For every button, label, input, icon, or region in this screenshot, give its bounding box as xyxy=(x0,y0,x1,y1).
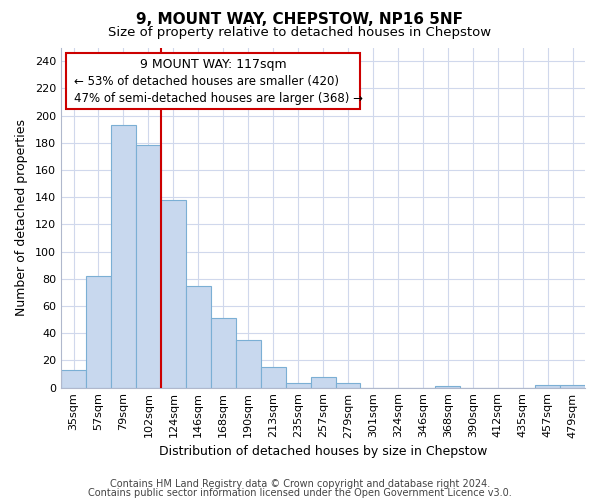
Text: ← 53% of detached houses are smaller (420): ← 53% of detached houses are smaller (42… xyxy=(74,74,339,88)
Bar xyxy=(560,385,585,388)
Bar xyxy=(236,340,260,388)
Bar xyxy=(61,370,86,388)
X-axis label: Distribution of detached houses by size in Chepstow: Distribution of detached houses by size … xyxy=(159,444,487,458)
Bar xyxy=(86,276,111,388)
Text: 47% of semi-detached houses are larger (368) →: 47% of semi-detached houses are larger (… xyxy=(74,92,363,104)
Bar xyxy=(286,384,311,388)
Text: Contains public sector information licensed under the Open Government Licence v3: Contains public sector information licen… xyxy=(88,488,512,498)
Bar xyxy=(186,286,211,388)
Bar xyxy=(136,146,161,388)
Bar xyxy=(111,125,136,388)
FancyBboxPatch shape xyxy=(66,52,360,108)
Bar xyxy=(211,318,236,388)
Bar xyxy=(161,200,186,388)
Text: 9, MOUNT WAY, CHEPSTOW, NP16 5NF: 9, MOUNT WAY, CHEPSTOW, NP16 5NF xyxy=(137,12,464,28)
Text: Size of property relative to detached houses in Chepstow: Size of property relative to detached ho… xyxy=(109,26,491,39)
Y-axis label: Number of detached properties: Number of detached properties xyxy=(15,119,28,316)
Bar xyxy=(260,367,286,388)
Bar xyxy=(335,384,361,388)
Text: Contains HM Land Registry data © Crown copyright and database right 2024.: Contains HM Land Registry data © Crown c… xyxy=(110,479,490,489)
Bar xyxy=(311,376,335,388)
Bar xyxy=(436,386,460,388)
Bar xyxy=(535,385,560,388)
Text: 9 MOUNT WAY: 117sqm: 9 MOUNT WAY: 117sqm xyxy=(140,58,286,70)
